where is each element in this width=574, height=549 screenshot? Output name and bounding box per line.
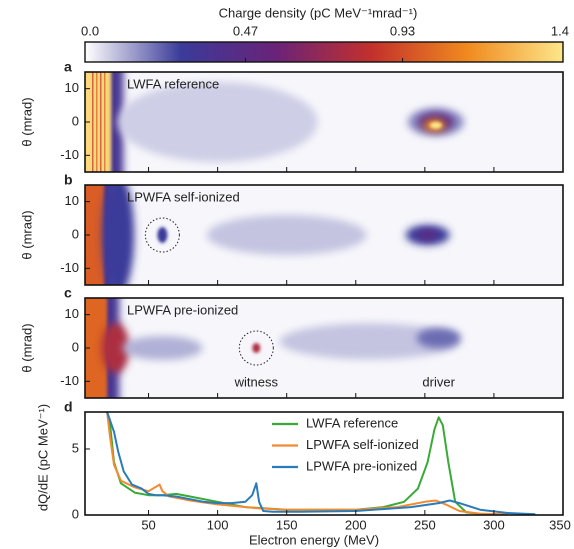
highlight-circle — [238, 330, 274, 366]
panel-annotation: LPWFA self-ionized — [127, 189, 240, 204]
heatmap-blob — [417, 230, 438, 240]
colorbar-title: Charge density (pC MeV⁻¹mrad⁻¹) — [219, 5, 418, 20]
panel-label: a — [64, 59, 72, 75]
heatmap-band — [85, 185, 105, 285]
x-tick-label: 350 — [549, 517, 571, 532]
series-line — [106, 412, 536, 515]
y-tick-label: -10 — [60, 147, 79, 162]
y-tick-label: 10 — [65, 80, 79, 95]
y-tick-label: -10 — [60, 373, 79, 388]
y-tick-label: 5 — [72, 440, 79, 455]
x-tick-label: 200 — [345, 517, 367, 532]
colorbar — [84, 41, 564, 63]
heatmap-blob — [252, 343, 261, 353]
annotation: witness — [234, 374, 279, 389]
panel-annotation: LWFA reference — [127, 76, 219, 91]
heatmap-blob — [117, 82, 318, 162]
x-tick-label: 300 — [483, 517, 505, 532]
heatmap-blob — [416, 328, 461, 348]
panel-label: c — [64, 285, 72, 301]
panel-annotation: LPWFA pre-ionized — [127, 302, 238, 317]
colorbar-tick-label: 0.93 — [390, 23, 415, 38]
highlight-circle — [144, 217, 180, 253]
x-axis-label: Electron energy (MeV) — [249, 532, 379, 547]
heatmap-blob — [279, 323, 460, 360]
y-tick-label: 0 — [72, 113, 79, 128]
heatmap-streak — [96, 72, 98, 172]
colorbar-tick-label: 0.0 — [81, 23, 99, 38]
y-tick-label: 0 — [72, 506, 79, 521]
legend-label: LWFA reference — [306, 415, 398, 430]
x-tick-label: 150 — [276, 517, 298, 532]
legend-label: LPWFA pre-ionized — [306, 458, 417, 473]
heatmap-blob — [102, 185, 135, 285]
y-tick-label: 0 — [72, 339, 79, 354]
plot-area — [106, 412, 536, 515]
x-tick-label: 250 — [414, 517, 436, 532]
colorbar-tick-label: 0.47 — [233, 23, 258, 38]
y-tick-label: 0 — [72, 226, 79, 241]
heatmap — [85, 185, 563, 285]
panel-label: b — [64, 172, 73, 188]
colorbar-tick-label: 1.4 — [551, 23, 569, 38]
series-line — [106, 412, 494, 515]
y-tick-label: 10 — [65, 193, 79, 208]
y-tick-label: -10 — [60, 260, 79, 275]
heatmap-blob — [429, 121, 442, 129]
annotation: driver — [422, 374, 455, 389]
heatmap-streak — [100, 72, 102, 172]
y-axis-label: θ (mrad) — [19, 210, 34, 259]
y-tick-label: 10 — [65, 306, 79, 321]
heatmap-streak — [104, 72, 106, 172]
heatmap — [85, 72, 563, 172]
heatmap-band — [85, 298, 108, 398]
heatmap-streak — [92, 72, 94, 172]
y-axis-label: θ (mrad) — [19, 97, 34, 146]
x-tick-label: 100 — [207, 517, 229, 532]
heatmap-blob — [206, 215, 367, 255]
heatmap-blob — [157, 227, 168, 243]
y-axis-label: θ (mrad) — [19, 323, 34, 372]
panel-label: d — [64, 399, 73, 415]
x-tick-label: 50 — [141, 517, 155, 532]
y-axis-label: dQ/dE (pC MeV⁻¹) — [35, 404, 50, 511]
panel-frame — [84, 411, 564, 516]
heatmap-blob — [122, 336, 203, 360]
legend-label: LPWFA self-ionized — [306, 437, 419, 452]
heatmap — [85, 298, 563, 398]
heatmap-blob — [101, 323, 130, 373]
